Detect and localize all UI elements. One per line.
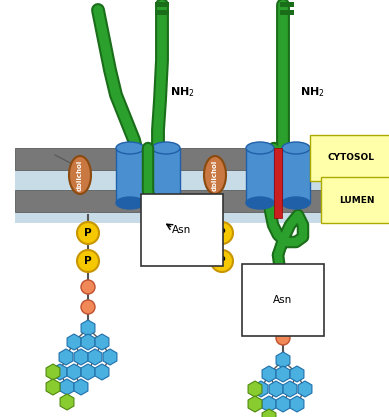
- Bar: [152, 148, 180, 203]
- Bar: [144, 148, 152, 218]
- Bar: [274, 148, 282, 218]
- Text: Asn: Asn: [273, 295, 293, 305]
- Polygon shape: [290, 396, 304, 412]
- Polygon shape: [81, 364, 95, 380]
- Polygon shape: [53, 364, 67, 380]
- Polygon shape: [60, 379, 74, 395]
- Text: dolichol: dolichol: [212, 159, 218, 191]
- Circle shape: [276, 311, 290, 325]
- Ellipse shape: [116, 142, 144, 154]
- Ellipse shape: [246, 142, 274, 154]
- Polygon shape: [103, 349, 117, 365]
- Polygon shape: [290, 366, 304, 382]
- Text: CYTOSOL: CYTOSOL: [328, 153, 375, 163]
- Ellipse shape: [246, 197, 274, 209]
- Text: P: P: [84, 228, 92, 238]
- Polygon shape: [248, 381, 262, 397]
- Circle shape: [81, 300, 95, 314]
- Polygon shape: [95, 364, 109, 380]
- Polygon shape: [95, 334, 109, 350]
- Polygon shape: [283, 381, 297, 397]
- Polygon shape: [67, 364, 81, 380]
- Polygon shape: [276, 366, 290, 382]
- Polygon shape: [269, 381, 283, 397]
- Bar: [155, 10, 169, 15]
- Bar: [15, 148, 365, 223]
- Polygon shape: [81, 334, 95, 350]
- Ellipse shape: [69, 156, 91, 194]
- Bar: [280, 10, 294, 15]
- Polygon shape: [298, 381, 312, 397]
- Polygon shape: [276, 396, 290, 412]
- Polygon shape: [248, 396, 262, 412]
- Polygon shape: [262, 396, 276, 412]
- Circle shape: [276, 331, 290, 345]
- Bar: [246, 148, 274, 203]
- Polygon shape: [67, 334, 81, 350]
- Polygon shape: [88, 349, 102, 365]
- Polygon shape: [59, 349, 73, 365]
- Circle shape: [77, 222, 99, 244]
- Polygon shape: [262, 366, 276, 382]
- Polygon shape: [262, 409, 276, 417]
- Polygon shape: [81, 320, 95, 336]
- Bar: [155, 2, 169, 7]
- Text: NH$_2$: NH$_2$: [170, 85, 194, 99]
- Circle shape: [211, 250, 233, 272]
- Text: LUMEN: LUMEN: [340, 196, 375, 204]
- Text: P: P: [218, 256, 226, 266]
- Text: P: P: [218, 228, 226, 238]
- Circle shape: [77, 250, 99, 272]
- Text: dolichol: dolichol: [77, 159, 83, 191]
- Ellipse shape: [152, 142, 180, 154]
- Bar: [15, 148, 365, 170]
- Ellipse shape: [282, 197, 310, 209]
- Bar: [116, 148, 144, 203]
- Ellipse shape: [152, 197, 180, 209]
- Ellipse shape: [204, 156, 226, 194]
- Circle shape: [81, 280, 95, 294]
- Polygon shape: [60, 394, 74, 410]
- Text: Asn: Asn: [172, 225, 192, 235]
- Bar: [15, 190, 365, 212]
- Polygon shape: [254, 381, 268, 397]
- Polygon shape: [46, 364, 60, 380]
- Bar: [282, 148, 310, 203]
- Text: P: P: [84, 256, 92, 266]
- Polygon shape: [46, 379, 60, 395]
- Polygon shape: [74, 349, 88, 365]
- Bar: [280, 2, 294, 7]
- Ellipse shape: [282, 142, 310, 154]
- Polygon shape: [276, 352, 290, 368]
- Polygon shape: [74, 379, 88, 395]
- Ellipse shape: [116, 197, 144, 209]
- Circle shape: [211, 222, 233, 244]
- Text: NH$_2$: NH$_2$: [300, 85, 324, 99]
